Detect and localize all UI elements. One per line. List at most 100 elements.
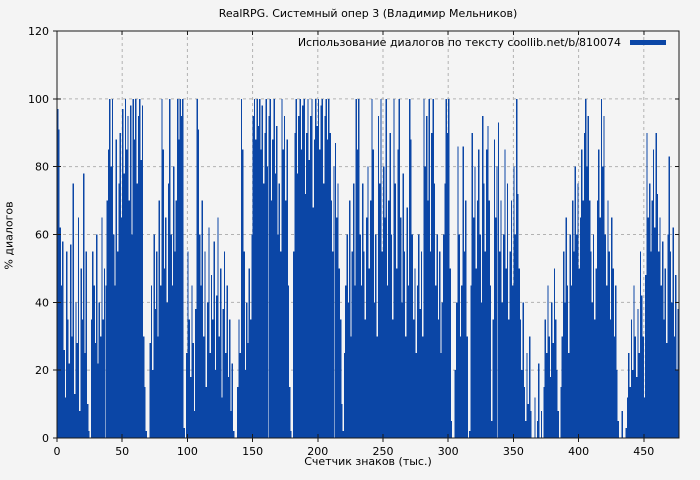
bar (285, 200, 287, 438)
bar (499, 251, 501, 438)
bar (222, 309, 224, 438)
bar (320, 105, 322, 439)
bar (570, 285, 573, 439)
bar (540, 410, 543, 438)
bar (444, 183, 446, 439)
bar (616, 370, 618, 438)
bar (186, 353, 188, 438)
bar (246, 302, 248, 438)
bar (384, 217, 386, 438)
bar (510, 200, 513, 438)
bar (230, 410, 232, 438)
bar (505, 268, 507, 438)
bar (392, 319, 394, 438)
bar (506, 183, 509, 439)
y-tick-label: 80 (35, 161, 49, 174)
bar (376, 336, 378, 438)
bar (432, 98, 434, 438)
bar (359, 234, 361, 438)
bar (375, 234, 377, 438)
bar (277, 234, 279, 438)
tick-marks (53, 30, 679, 442)
bar (342, 431, 344, 438)
bar (526, 353, 528, 438)
bar (380, 98, 382, 438)
bar (180, 115, 183, 438)
bar (553, 268, 556, 438)
bar (440, 353, 442, 438)
bar (83, 173, 85, 438)
bar (70, 244, 72, 438)
bar (110, 166, 112, 439)
bar (594, 319, 596, 438)
bar (516, 98, 518, 438)
x-tick-label: 350 (503, 445, 524, 458)
bar (130, 105, 132, 439)
bar (338, 268, 340, 438)
bar (527, 404, 530, 438)
bar (63, 349, 65, 438)
bar (422, 336, 424, 438)
bar (566, 285, 569, 439)
bar (602, 166, 604, 439)
bar (552, 343, 554, 438)
bar (360, 285, 363, 439)
y-tick-label: 20 (35, 364, 49, 377)
bar (84, 353, 86, 438)
x-tick-label: 200 (307, 445, 328, 458)
bar (332, 251, 334, 438)
bar (600, 98, 603, 438)
x-tick-label: 400 (568, 445, 589, 458)
bar (251, 234, 253, 438)
bar (585, 98, 587, 438)
bar (355, 98, 357, 438)
bar (66, 251, 68, 438)
bar (480, 302, 483, 438)
bar (253, 98, 256, 438)
bar (140, 159, 142, 438)
bar (474, 166, 476, 439)
bar (471, 132, 473, 438)
bar (208, 227, 210, 438)
bar (94, 343, 97, 438)
bar (363, 251, 365, 438)
bar (209, 353, 211, 438)
bar (116, 251, 119, 438)
bar (175, 200, 177, 438)
bar (73, 393, 76, 438)
bar (612, 268, 614, 438)
bar (638, 353, 640, 438)
bar (227, 376, 230, 438)
bar (295, 98, 297, 438)
bar (555, 319, 557, 438)
bar (306, 132, 308, 438)
bar (441, 302, 443, 438)
bar (504, 149, 506, 438)
bars-series (57, 98, 679, 439)
bar (668, 156, 670, 439)
bar (265, 98, 267, 438)
bar (394, 183, 397, 439)
bar (587, 115, 590, 438)
bar (412, 319, 415, 438)
bar (407, 285, 410, 439)
bar (426, 115, 428, 438)
bar (76, 343, 78, 438)
bar (160, 285, 162, 439)
bar (231, 363, 234, 438)
bar (502, 234, 505, 438)
bar (379, 183, 381, 439)
bar (192, 343, 194, 438)
bar (399, 217, 402, 438)
bar (508, 319, 510, 438)
bar (534, 397, 536, 438)
bar (120, 217, 123, 438)
bar (397, 149, 399, 438)
bar (236, 387, 239, 439)
bar (643, 397, 646, 438)
bar (153, 234, 155, 438)
bar (133, 139, 136, 438)
bar (625, 427, 627, 438)
bar (287, 285, 290, 439)
bar (336, 217, 338, 438)
